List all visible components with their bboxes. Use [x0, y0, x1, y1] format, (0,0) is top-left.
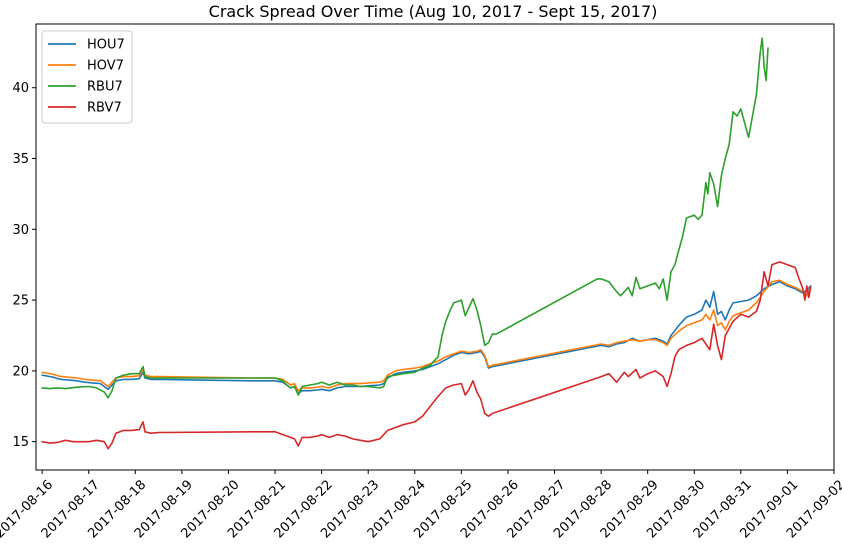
plot-frame — [35, 23, 835, 471]
series-line-rbu7 — [41, 37, 769, 399]
y-tick-label: 30 — [12, 223, 29, 238]
legend-box — [41, 30, 133, 124]
series-line-hou7 — [41, 280, 812, 395]
legend-label-rbv7: RBV7 — [87, 101, 122, 116]
series-line-hov7 — [41, 279, 812, 392]
y-tick-label: 40 — [12, 81, 29, 96]
chart-title: Crack Spread Over Time (Aug 10, 2017 - S… — [209, 2, 658, 21]
series-layer — [41, 37, 812, 450]
y-tick-label: 20 — [12, 364, 29, 379]
y-tick-label: 25 — [12, 294, 29, 309]
series-line-rbv7 — [41, 261, 812, 450]
y-axis: 15 20 25 30 35 40 — [12, 81, 36, 450]
legend-label-hov7: HOV7 — [87, 59, 124, 74]
y-tick-label: 15 — [12, 435, 29, 450]
y-tick-label: 35 — [12, 152, 29, 167]
legend-label-hou7: HOU7 — [87, 38, 125, 53]
legend: HOU7 HOV7 RBU7 RBV7 — [41, 30, 133, 124]
legend-label-rbu7: RBU7 — [87, 80, 123, 95]
